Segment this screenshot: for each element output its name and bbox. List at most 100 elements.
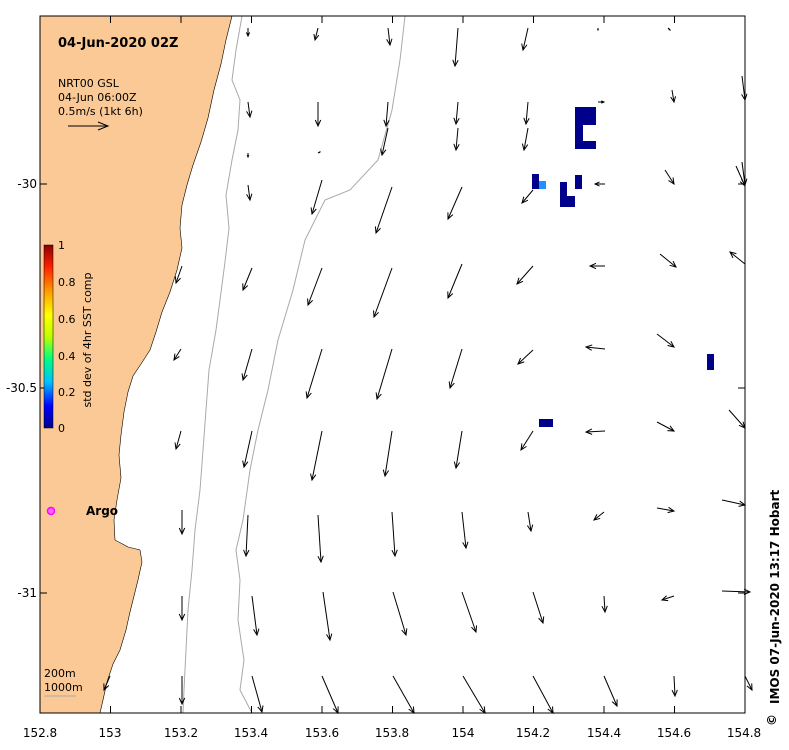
current-arrow <box>373 267 393 319</box>
arrow-shaft <box>175 265 183 284</box>
x-tick-label: 154.6 <box>657 726 691 740</box>
arrow-head <box>383 119 390 128</box>
arrow-shaft <box>659 253 677 268</box>
arrow-head <box>173 353 180 362</box>
current-arrow <box>322 591 333 642</box>
sst-pixel <box>583 141 596 149</box>
current-arrow <box>656 506 676 514</box>
arrow-head <box>391 549 398 558</box>
arrow-shaft <box>314 27 319 41</box>
current-arrow <box>523 101 530 126</box>
y-tick-label: -31 <box>17 586 37 600</box>
arrow-head <box>401 628 408 637</box>
sst-pixel <box>575 107 596 125</box>
arrow-shaft <box>523 127 529 151</box>
current-arrow <box>597 28 599 32</box>
arrow-head <box>601 100 606 104</box>
arrow-shaft <box>721 499 746 506</box>
legend-line-3: 0.5m/s (1kt 6h) <box>58 105 143 118</box>
arrow-head <box>242 283 249 292</box>
arrow-shaft <box>373 267 393 318</box>
y-tick-label: -30.5 <box>6 381 37 395</box>
arrow-shaft <box>728 409 746 429</box>
arrow-head <box>174 276 181 285</box>
arrow-shaft <box>375 186 393 234</box>
copyright-icon: © <box>765 714 779 726</box>
arrow-head <box>257 705 264 714</box>
current-arrow <box>178 676 186 706</box>
current-arrow <box>314 102 322 128</box>
arrow-shaft <box>517 349 534 365</box>
x-tick-label: 153.8 <box>375 726 409 740</box>
arrow-shaft <box>593 511 605 521</box>
current-arrow <box>603 675 618 708</box>
colorbar-label: std dev of 4hr SST comp <box>81 272 94 407</box>
current-arrow <box>593 511 605 521</box>
arrow-head <box>310 473 317 482</box>
current-arrow <box>516 265 534 285</box>
colorbar-tick: 0.2 <box>58 386 76 399</box>
arrow-shaft <box>462 675 486 714</box>
current-arrow <box>447 186 463 221</box>
current-arrow <box>520 430 534 452</box>
colorbar-gradient <box>43 244 54 429</box>
arrow-shaft <box>521 189 534 204</box>
arrow-head <box>246 154 250 159</box>
arrow-head <box>660 595 669 602</box>
arrow-shaft <box>447 263 463 299</box>
contour-1000m <box>235 15 406 714</box>
arrow-head <box>453 143 460 152</box>
arrow-head <box>313 33 320 42</box>
arrow-shaft <box>673 675 676 697</box>
current-arrow <box>588 262 605 270</box>
arrow-shaft <box>461 511 467 549</box>
arrow-shaft <box>103 675 111 691</box>
current-arrow <box>517 349 534 365</box>
arrow-head <box>453 117 460 126</box>
contour-legend-200m: 200m <box>44 667 76 680</box>
arrow-shaft <box>387 27 391 46</box>
arrow-shaft <box>455 101 459 125</box>
current-arrow <box>521 189 534 204</box>
sst-pixel <box>539 181 546 189</box>
current-arrow <box>461 511 469 550</box>
current-arrow <box>178 510 186 536</box>
arrow-head <box>452 59 459 68</box>
arrow-head <box>668 28 671 31</box>
current-arrow <box>521 127 529 152</box>
arrow-shaft <box>447 186 463 220</box>
arrow-shaft <box>585 346 606 350</box>
current-arrow <box>452 27 459 68</box>
arrow-head <box>538 616 545 625</box>
arrow-head <box>314 119 322 128</box>
arrow-shaft <box>532 675 554 714</box>
x-tick-label: 153 <box>99 726 122 740</box>
arrow-head <box>667 340 675 348</box>
arrow-shaft <box>455 430 463 469</box>
current-arrow <box>246 153 250 159</box>
arrow-head <box>447 212 454 221</box>
arrow-shaft <box>247 184 251 201</box>
arrow-head <box>318 151 322 154</box>
sst-pixel <box>560 182 567 196</box>
arrow-head <box>246 110 253 119</box>
arrow-shaft <box>656 507 675 512</box>
arrow-head <box>671 689 678 698</box>
arrow-shaft <box>317 514 322 563</box>
current-arrow <box>659 253 677 268</box>
arrow-shaft <box>532 591 544 624</box>
arrow-head <box>317 555 324 564</box>
arrow-head <box>746 683 753 692</box>
arrow-head <box>521 143 529 152</box>
current-arrow <box>656 333 675 348</box>
arrow-shaft <box>585 430 606 433</box>
current-arrow <box>598 100 606 104</box>
arrow-head <box>305 391 312 400</box>
arrow-shaft <box>247 101 251 118</box>
current-arrow <box>453 430 463 470</box>
current-arrow <box>584 428 606 435</box>
current-vectors <box>103 27 753 715</box>
current-arrow <box>178 596 186 622</box>
current-arrow <box>380 127 389 157</box>
